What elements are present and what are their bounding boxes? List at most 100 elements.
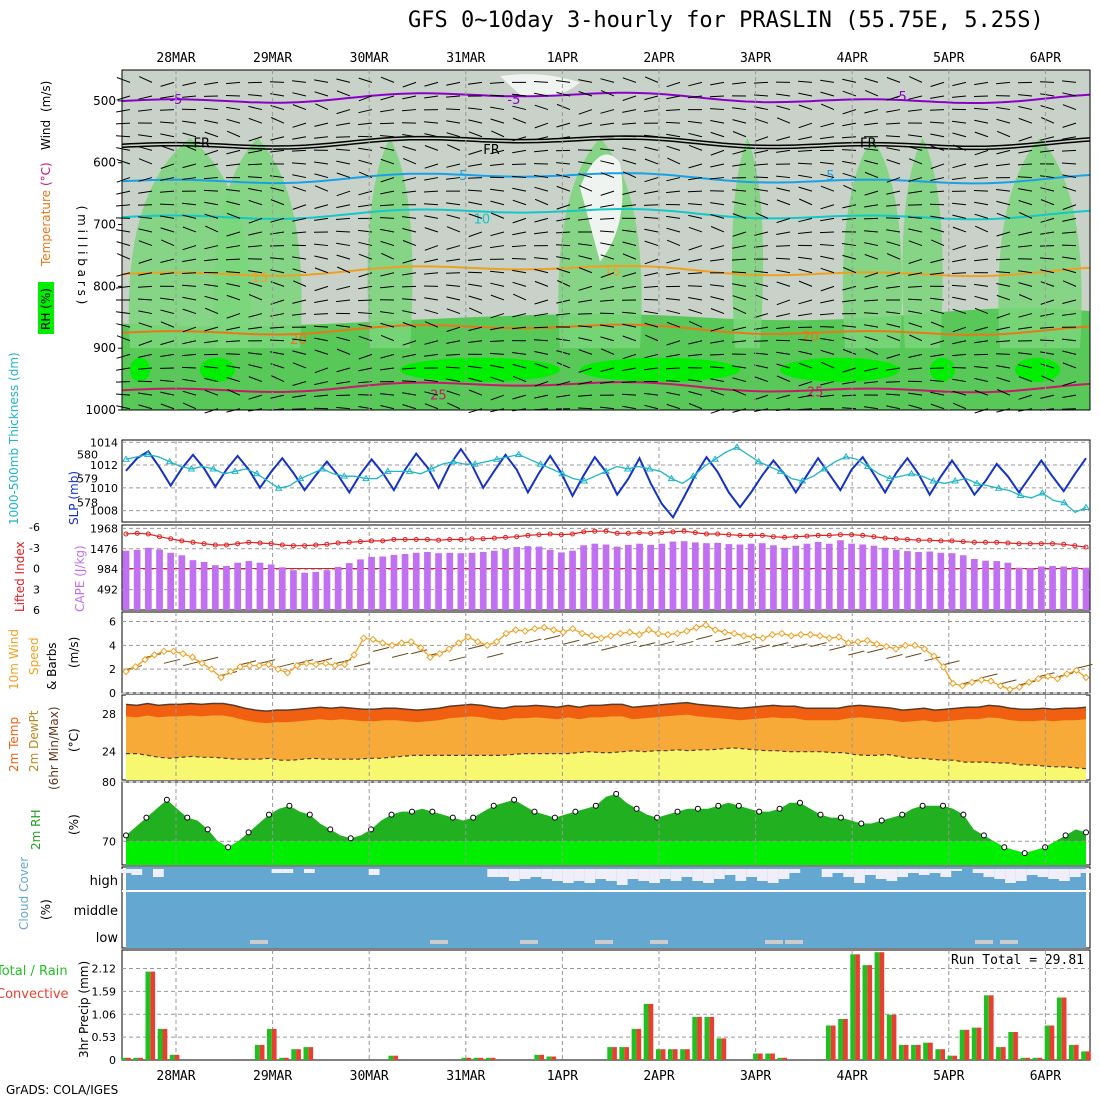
precip-rain-bar (619, 1047, 625, 1060)
wind-barb (248, 149, 263, 154)
wind-barb (1018, 364, 1033, 369)
wind-barb (402, 272, 417, 276)
wind-barb (1062, 350, 1077, 355)
wind10m-point (540, 623, 548, 632)
wind-barb (908, 258, 923, 264)
wind-barb (908, 95, 923, 100)
ylabel-wind10m-barbs: & Barbs (45, 642, 59, 690)
cloud-high-gap (627, 869, 639, 879)
cape-bar (558, 552, 565, 610)
wind-barb (160, 133, 175, 138)
wind-barb (578, 285, 593, 291)
wind-barb (534, 149, 549, 153)
wind-barb (798, 92, 813, 97)
cloud-low-gap (975, 940, 993, 944)
wind-barb (600, 242, 615, 247)
wind10m-point (559, 628, 567, 636)
wind-barb (710, 81, 725, 86)
contour-label: -5 (507, 93, 520, 108)
wind-barb (776, 281, 791, 287)
wind-barb (380, 146, 395, 151)
wind-barb (776, 93, 791, 97)
wind-barb (182, 144, 197, 151)
wind-barb (731, 258, 747, 261)
wind10m-point (416, 644, 425, 652)
wind-barb (380, 228, 395, 233)
wind-barb (137, 298, 153, 301)
wind10m-barb (182, 661, 200, 667)
cloud-high-gap (908, 869, 919, 873)
rh2m-point (1021, 850, 1028, 857)
wind-barb (885, 122, 901, 125)
wind-barb (1040, 231, 1055, 235)
wind-barb (622, 95, 637, 101)
thickness-point (776, 467, 785, 474)
wind-barb (314, 185, 329, 192)
wind10m-point (293, 661, 301, 670)
li-point (592, 528, 598, 534)
wind-barb (226, 189, 241, 192)
wind-barb (534, 280, 549, 287)
wind-barb (116, 241, 131, 247)
wind-barb (1040, 351, 1055, 355)
cloud-high-gap (757, 869, 768, 881)
wind-barb (226, 365, 241, 369)
wind10m-point (797, 630, 805, 639)
wind-barb (336, 324, 351, 328)
wind-barb (732, 365, 747, 369)
wind-barb (666, 391, 681, 396)
wind-barb (710, 177, 725, 180)
wind-barb (292, 186, 307, 192)
precip-rain-bar (267, 1028, 272, 1060)
date-label-top: 5APR (933, 51, 964, 66)
wind-barb (908, 322, 923, 328)
wind-barb (556, 338, 571, 342)
rh2m-point (470, 814, 477, 821)
contour-label: 15 (251, 271, 268, 286)
wind-barb (930, 297, 945, 301)
wind10m-point (1053, 674, 1062, 683)
wind-barb (248, 136, 263, 142)
wind-barb (908, 310, 923, 315)
wind10m-point (806, 630, 815, 639)
wind-barb (248, 199, 263, 206)
precip-tick: 1.06 (92, 1008, 117, 1021)
wind-barb (226, 313, 241, 319)
rh2m-point (347, 835, 354, 842)
precip-rain-bar (461, 1057, 467, 1060)
wind-barb (996, 81, 1011, 85)
wind-barb (578, 243, 593, 247)
wind-barb (886, 241, 901, 247)
wind-barb (248, 231, 263, 236)
temp2m-tick: 28 (102, 708, 116, 721)
wind-barb (335, 230, 351, 233)
ylabel-rh2m-unit: (%) (67, 814, 81, 835)
contour-label: FR (193, 136, 210, 151)
wind-barb (314, 337, 329, 342)
precip-rain-bar (1032, 1057, 1038, 1060)
wind-barb (687, 190, 703, 193)
wind-barb (798, 104, 813, 111)
cloud-high-gap (929, 869, 941, 873)
wind-barb (952, 226, 967, 233)
li-tick: -6 (29, 521, 40, 534)
wind10m-point (578, 629, 586, 638)
wind-barb (907, 285, 923, 288)
wind-barb (1018, 282, 1033, 287)
wind-barb (1062, 268, 1077, 274)
wind-barb (666, 340, 681, 346)
li-point (804, 533, 810, 539)
cape-bar (133, 549, 141, 610)
precip-convective-bar (1086, 1051, 1091, 1060)
precip-convective-bar (174, 1054, 180, 1060)
cape-tick: 984 (97, 563, 118, 576)
wind-barb (1062, 394, 1077, 398)
wind10m-point (350, 651, 358, 659)
wind-barb (1061, 408, 1077, 410)
wind-barb (842, 367, 857, 373)
wind-barb (974, 340, 989, 344)
wind-barb (380, 285, 395, 289)
wind-barb (908, 146, 923, 151)
wind-barb (864, 109, 879, 114)
rh2m-point (613, 790, 620, 797)
